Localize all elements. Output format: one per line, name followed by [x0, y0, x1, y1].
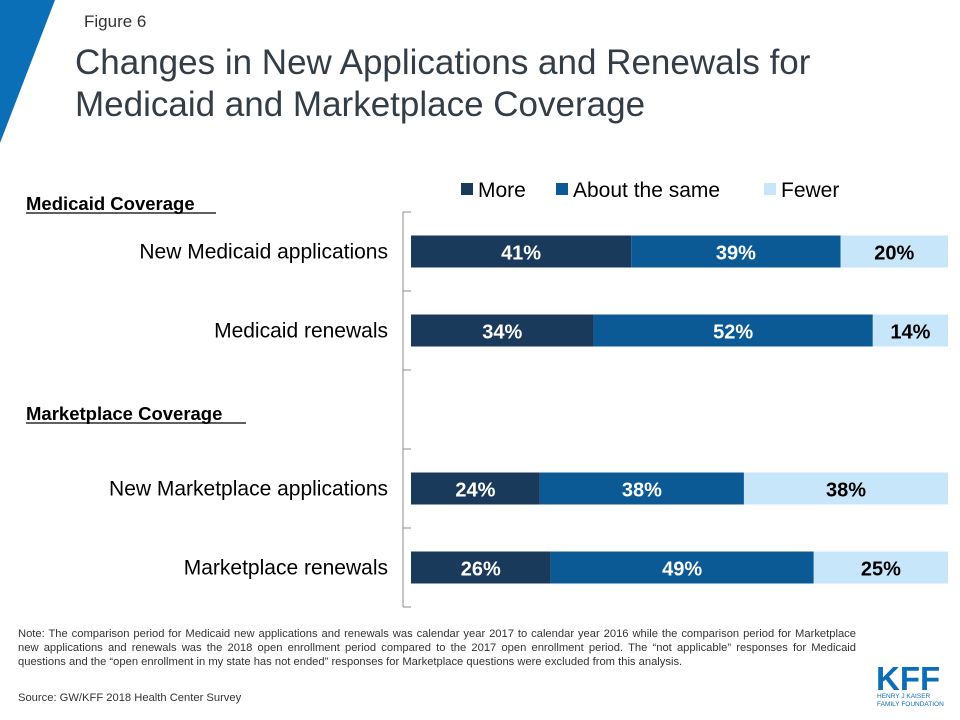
data-label-fewer-new-medicaid-applications: 20%: [874, 243, 914, 265]
category-label-new-medicaid-applications: New Medicaid applications: [139, 241, 388, 264]
category-label-marketplace-renewals: Marketplace renewals: [184, 557, 388, 580]
bar-more-marketplace-renewals: [411, 551, 551, 584]
legend-swatch-more: [461, 183, 473, 195]
legend-label-fewer: Fewer: [781, 179, 839, 202]
bar-fewer-medicaid-renewals: [872, 314, 948, 347]
legend-label-about-the-same: About the same: [573, 179, 720, 202]
bar-about-the-same-medicaid-renewals: [593, 314, 873, 347]
data-label-more-new-marketplace-applications: 24%: [455, 480, 495, 502]
bar-more-medicaid-renewals: [411, 314, 594, 347]
legend-swatch-fewer: [764, 183, 776, 195]
kff-logo: KFF HENRY J KAISER FAMILY FOUNDATION: [876, 662, 944, 708]
data-label-about-the-same-new-medicaid-applications: 39%: [716, 243, 756, 265]
data-label-about-the-same-medicaid-renewals: 52%: [713, 322, 753, 344]
data-label-fewer-medicaid-renewals: 14%: [890, 322, 930, 344]
legend-swatch-about-the-same: [556, 183, 568, 195]
data-label-about-the-same-new-marketplace-applications: 38%: [622, 480, 662, 502]
data-label-more-medicaid-renewals: 34%: [482, 322, 522, 344]
figure-label: Figure 6: [84, 12, 147, 31]
corner-accent-shape: [0, 0, 55, 143]
bar-fewer-new-marketplace-applications: [743, 472, 948, 505]
data-label-about-the-same-marketplace-renewals: 49%: [662, 559, 702, 581]
group-heading-medicaid-coverage: Medicaid Coverage: [26, 193, 195, 214]
bar-about-the-same-new-marketplace-applications: [539, 472, 744, 505]
data-label-fewer-marketplace-renewals: 25%: [861, 559, 901, 581]
bar-more-new-medicaid-applications: [411, 235, 632, 268]
source-note: Source: GW/KFF 2018 Health Center Survey: [18, 692, 242, 704]
bar-about-the-same-new-medicaid-applications: [631, 235, 841, 268]
logo-wordmark: KFF: [876, 662, 940, 697]
logo-subtitle-line1: HENRY J KAISER: [877, 693, 931, 700]
bar-fewer-new-medicaid-applications: [840, 235, 948, 268]
category-label-medicaid-renewals: Medicaid renewals: [214, 320, 388, 343]
data-label-more-new-medicaid-applications: 41%: [501, 243, 541, 265]
logo-subtitle-line2: FAMILY FOUNDATION: [877, 701, 944, 708]
bar-fewer-marketplace-renewals: [813, 551, 948, 584]
bar-about-the-same-marketplace-renewals: [550, 551, 814, 584]
group-heading-marketplace-coverage: Marketplace Coverage: [26, 403, 222, 424]
data-label-more-marketplace-renewals: 26%: [461, 559, 501, 581]
footnote: Note: The comparison period for Medicaid…: [18, 628, 856, 668]
category-label-new-marketplace-applications: New Marketplace applications: [109, 478, 388, 501]
data-label-fewer-new-marketplace-applications: 38%: [826, 480, 866, 502]
legend-label-more: More: [478, 179, 526, 202]
stacked-bar-chart: Medicaid Coverage Marketplace Coverage Mor…: [26, 179, 948, 608]
bar-more-new-marketplace-applications: [411, 472, 540, 505]
page-title: Changes in New Applications and Renewals…: [75, 43, 811, 124]
